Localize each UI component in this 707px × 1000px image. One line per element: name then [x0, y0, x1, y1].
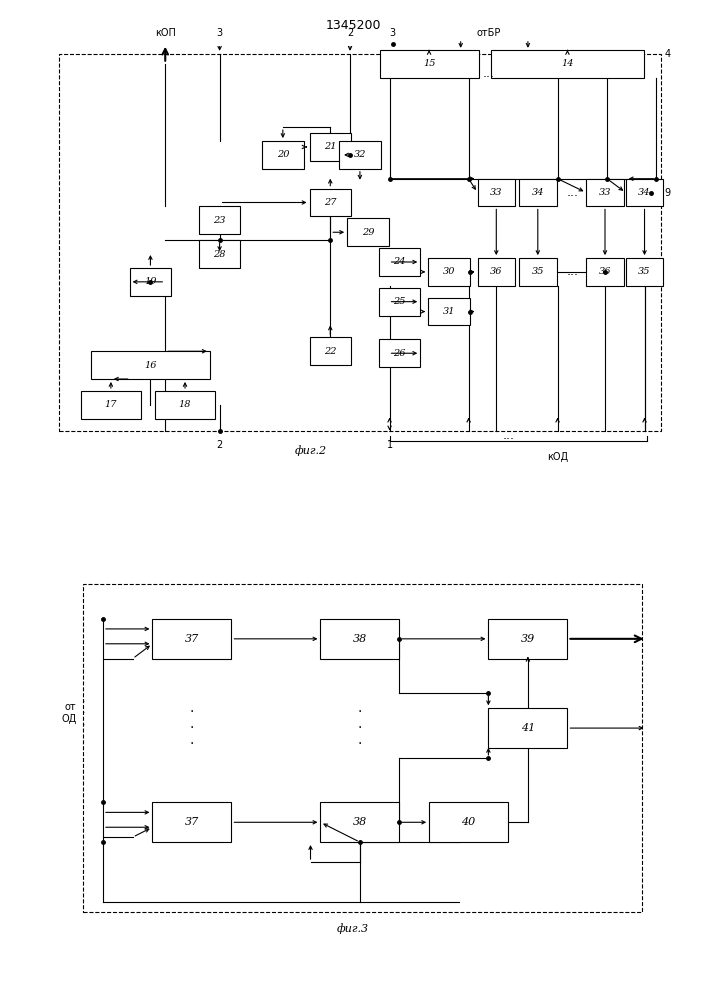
Text: 1345200: 1345200	[325, 19, 381, 32]
Bar	[519, 258, 556, 286]
Bar	[320, 802, 399, 842]
Bar	[83, 584, 641, 912]
Text: 1: 1	[387, 440, 392, 450]
Bar	[153, 619, 231, 659]
Text: 15: 15	[423, 59, 436, 68]
Text: 38: 38	[353, 634, 367, 644]
Bar	[379, 339, 420, 367]
Text: кОП: кОП	[155, 28, 175, 38]
Text: ·
·
·: · · ·	[189, 705, 194, 751]
Bar	[491, 50, 644, 78]
Text: 36: 36	[599, 267, 612, 276]
Bar	[586, 179, 624, 206]
Bar	[477, 179, 515, 206]
Bar	[489, 708, 568, 748]
Text: 30: 30	[443, 267, 455, 276]
Text: 39: 39	[521, 634, 535, 644]
Bar	[586, 258, 624, 286]
Text: ·
·
·: · · ·	[81, 697, 85, 730]
Text: 27: 27	[324, 198, 337, 207]
Text: 34: 34	[532, 188, 544, 197]
Text: 36: 36	[490, 267, 503, 276]
Text: 24: 24	[393, 257, 406, 266]
Bar	[81, 391, 141, 419]
Bar	[310, 189, 351, 216]
Bar	[429, 802, 508, 842]
Text: 9: 9	[665, 188, 670, 198]
Bar	[428, 258, 469, 286]
Bar	[199, 206, 240, 234]
Bar	[310, 337, 351, 365]
Text: фиг.2: фиг.2	[294, 445, 327, 456]
Bar	[489, 619, 568, 659]
Text: 40: 40	[462, 817, 476, 827]
Text: 18: 18	[179, 400, 192, 409]
Text: ...: ...	[566, 186, 578, 199]
Bar	[379, 288, 420, 316]
Text: 41: 41	[521, 723, 535, 733]
Bar	[428, 298, 469, 325]
Bar	[379, 248, 420, 276]
Bar	[310, 133, 351, 161]
Text: 3: 3	[390, 28, 396, 38]
Text: 4: 4	[665, 49, 670, 59]
Bar	[339, 141, 380, 169]
Bar	[129, 268, 171, 296]
Text: 25: 25	[393, 297, 406, 306]
Text: 35: 35	[638, 267, 650, 276]
Text: ·
·
·: · · ·	[358, 705, 362, 751]
Bar	[199, 240, 240, 268]
Text: от
ОД: от ОД	[61, 702, 76, 724]
Text: ...: ...	[566, 265, 578, 278]
Text: 3: 3	[216, 28, 223, 38]
Text: 37: 37	[185, 634, 199, 644]
Text: 28: 28	[214, 250, 226, 259]
Bar	[320, 619, 399, 659]
Bar	[477, 258, 515, 286]
Bar	[380, 50, 479, 78]
Bar	[626, 179, 663, 206]
Text: 19: 19	[144, 277, 157, 286]
Text: 33: 33	[599, 188, 612, 197]
Text: 23: 23	[214, 216, 226, 225]
Text: 20: 20	[276, 150, 289, 159]
Text: 2: 2	[347, 28, 354, 38]
Text: 29: 29	[361, 228, 374, 237]
Bar	[91, 351, 210, 379]
Text: 31: 31	[443, 307, 455, 316]
Text: 21: 21	[324, 142, 337, 151]
Text: 32: 32	[354, 150, 366, 159]
Text: 38: 38	[353, 817, 367, 827]
Text: 2: 2	[216, 440, 223, 450]
Text: отБР: отБР	[477, 28, 501, 38]
Bar	[156, 391, 215, 419]
Text: 35: 35	[532, 267, 544, 276]
Text: 33: 33	[490, 188, 503, 197]
Text: ...: ...	[482, 67, 494, 80]
Bar	[347, 218, 389, 246]
Bar	[59, 54, 661, 431]
Text: ...: ...	[502, 429, 514, 442]
Bar	[262, 141, 303, 169]
Bar	[519, 179, 556, 206]
Bar	[153, 802, 231, 842]
Text: 17: 17	[105, 400, 117, 409]
Bar	[626, 258, 663, 286]
Text: 26: 26	[393, 349, 406, 358]
Text: 16: 16	[144, 361, 157, 370]
Text: 22: 22	[324, 347, 337, 356]
Text: 14: 14	[561, 59, 573, 68]
Text: кОД: кОД	[547, 452, 568, 462]
Text: 37: 37	[185, 817, 199, 827]
Text: фиг.3: фиг.3	[337, 923, 369, 934]
Text: 34: 34	[638, 188, 650, 197]
